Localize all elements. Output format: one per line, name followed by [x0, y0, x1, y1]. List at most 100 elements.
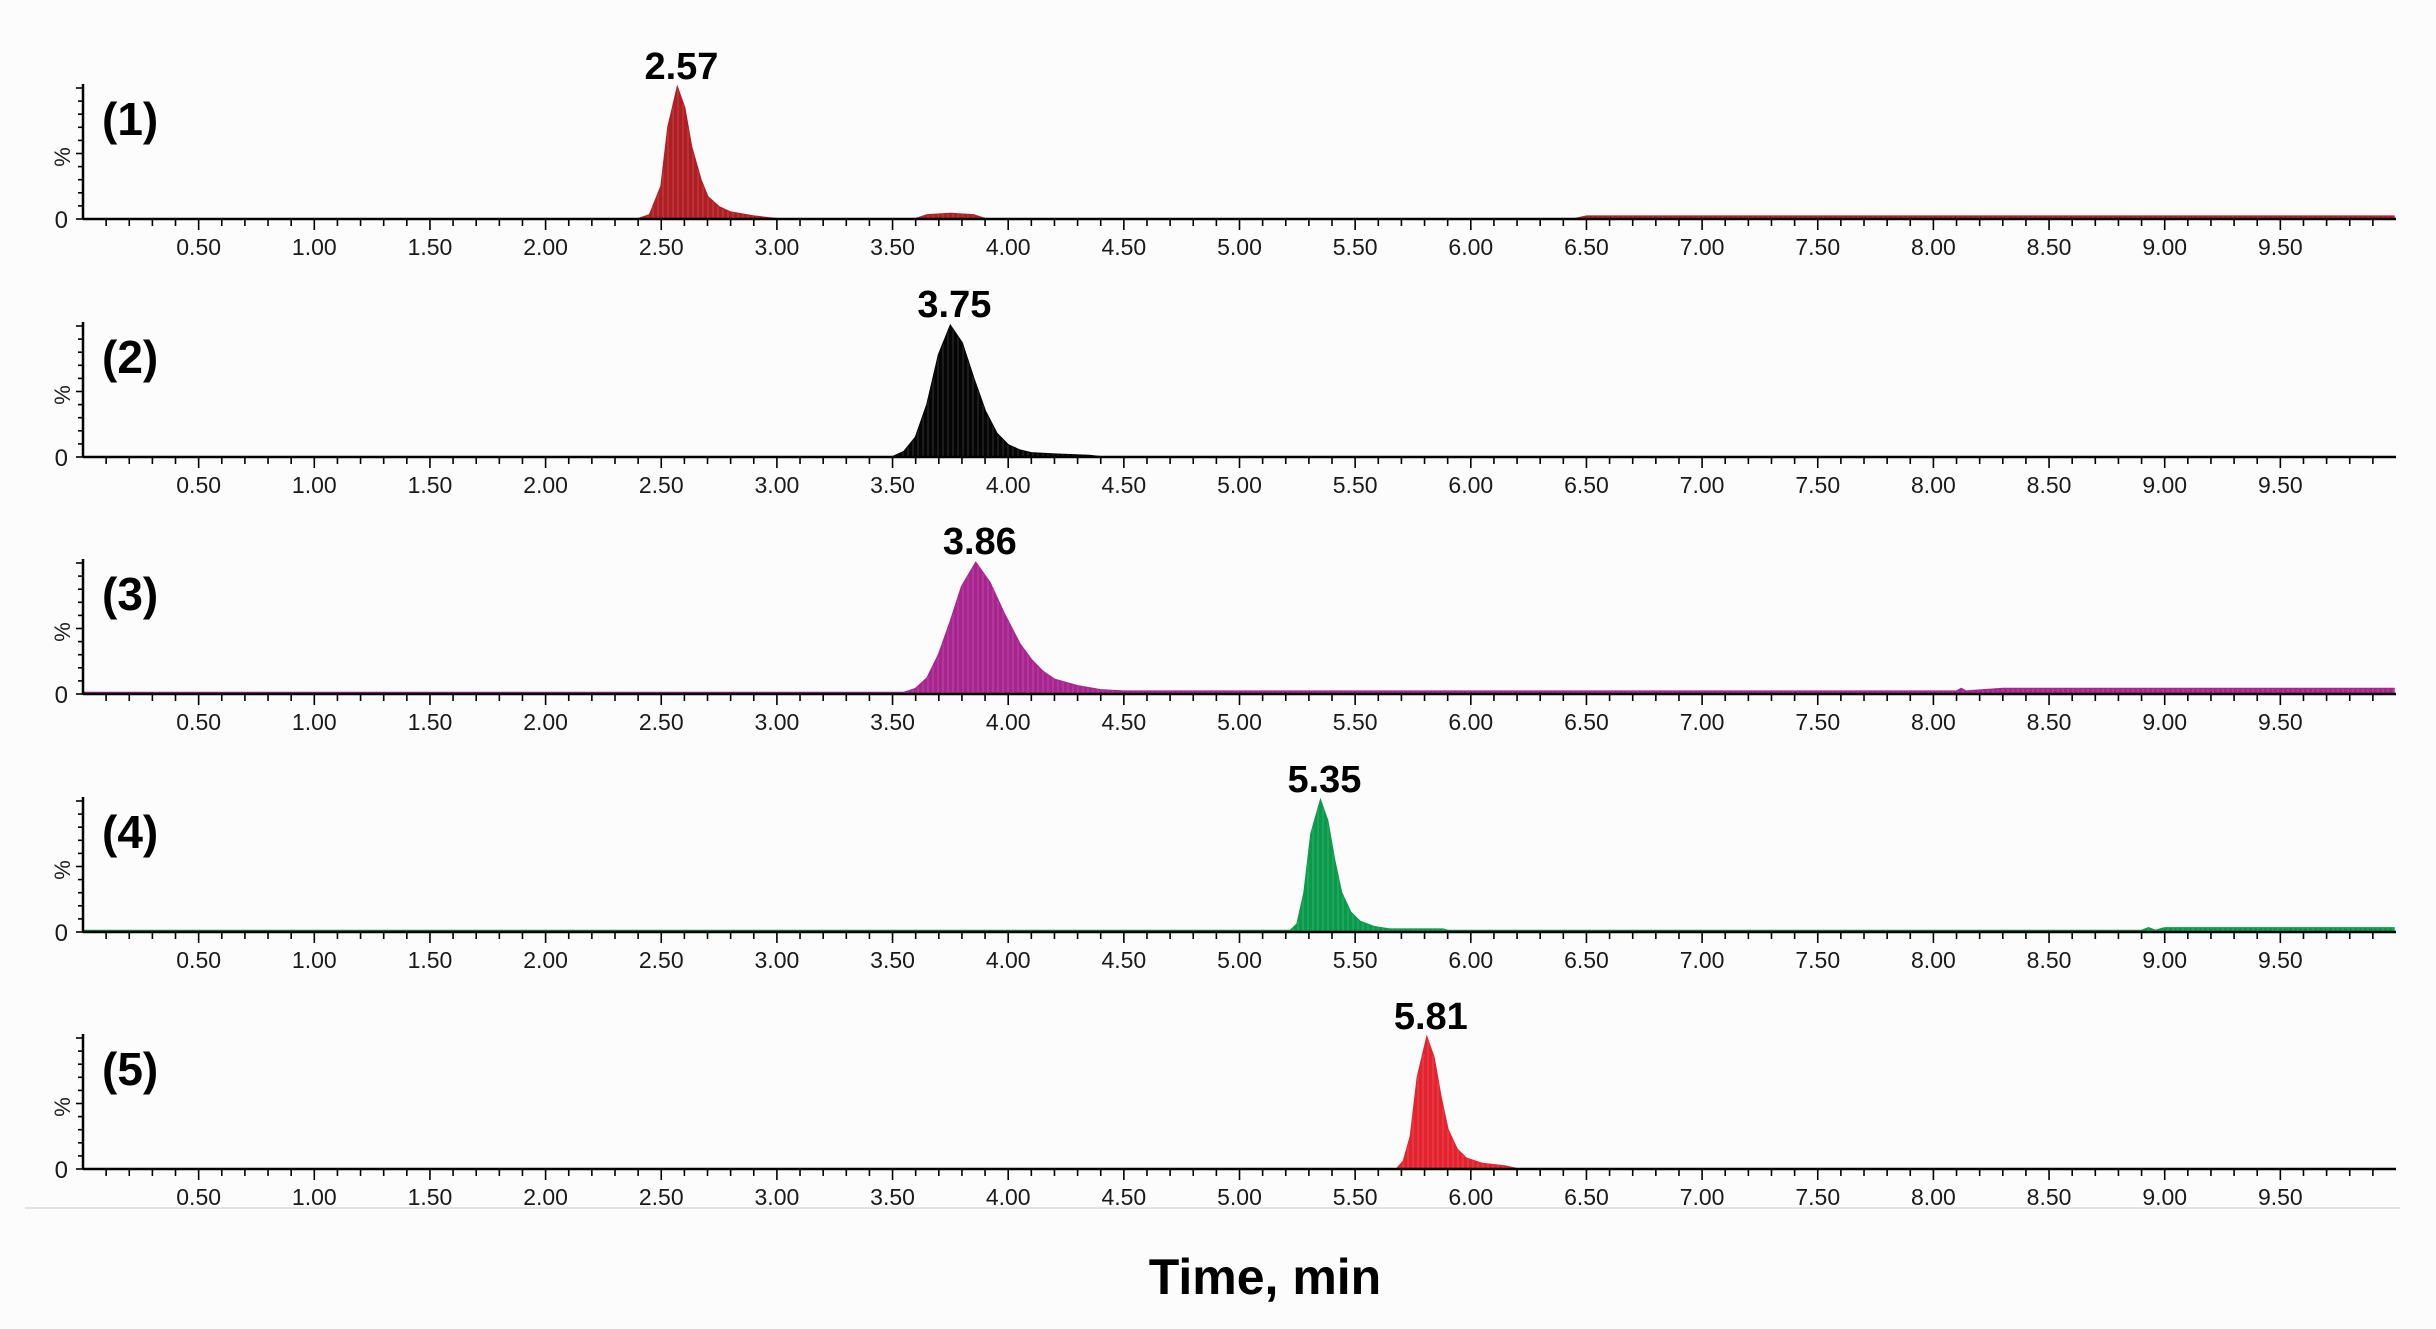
trace-texture-3	[83, 563, 2394, 694]
x-tick-label: 2.00	[523, 709, 568, 735]
x-tick-label: 6.00	[1448, 234, 1493, 260]
panel-4: 0.50 1.00 1.50 2.00 2.50 3.00 3.50 4.00 4.50 5.00…	[50, 759, 2396, 973]
x-tick-label: 1.50	[408, 947, 453, 973]
y-zero-label: 0	[55, 920, 68, 947]
x-tick-label: 9.00	[2142, 1184, 2187, 1210]
x-tick-label: 2.50	[639, 472, 684, 498]
trace-series-2	[83, 323, 2394, 458]
x-tick-label: 1.00	[292, 472, 337, 498]
x-tick-label: 7.50	[1795, 472, 1840, 498]
panel-3: 0.50 1.00 1.50 2.00 2.50 3.00 3.50 4.00 4.50 5.00…	[50, 521, 2396, 735]
x-tick-label: 7.00	[1680, 472, 1725, 498]
x-tick-label: 4.00	[986, 947, 1031, 973]
y-axis-percent-label: %	[50, 622, 75, 642]
x-axis-label: Time, min	[1148, 1249, 1382, 1305]
x-tick-label: 6.50	[1564, 1184, 1609, 1210]
trace-texture-5	[83, 1038, 2394, 1169]
x-tick-label: 0.50	[176, 1184, 221, 1210]
panel-label: (4)	[102, 806, 158, 858]
x-tick-label: 2.00	[523, 1184, 568, 1210]
peak-label: 3.86	[943, 521, 1017, 563]
x-tick-label: 6.50	[1564, 709, 1609, 735]
x-tick-label: 9.00	[2142, 234, 2187, 260]
x-tick-label: 3.50	[870, 1184, 915, 1210]
x-tick-label: 3.50	[870, 709, 915, 735]
x-tick-label: 4.00	[986, 472, 1031, 498]
x-tick-label: 4.50	[1101, 472, 1146, 498]
peak-label: 5.81	[1394, 996, 1468, 1038]
x-tick-label: 0.50	[176, 472, 221, 498]
x-tick-label: 1.50	[408, 1184, 453, 1210]
x-tick-label: 2.50	[639, 234, 684, 260]
x-tick-label: 5.50	[1333, 709, 1378, 735]
x-tick-label: 3.50	[870, 234, 915, 260]
x-tick-label: 5.00	[1217, 947, 1262, 973]
x-tick-label: 6.00	[1448, 947, 1493, 973]
x-tick-label: 2.50	[639, 1184, 684, 1210]
x-tick-label: 8.50	[2027, 709, 2072, 735]
x-tick-label: 5.00	[1217, 709, 1262, 735]
x-tick-label: 3.00	[755, 947, 800, 973]
x-tick-label: 3.50	[870, 472, 915, 498]
panel-label: (5)	[102, 1043, 158, 1095]
x-tick-label: 8.50	[2027, 1184, 2072, 1210]
panel-label: (1)	[102, 93, 158, 145]
x-tick-label: 6.50	[1564, 234, 1609, 260]
x-tick-label: 7.00	[1680, 947, 1725, 973]
y-axis-percent-label: %	[50, 147, 75, 167]
x-tick-label: 9.50	[2258, 709, 2303, 735]
peak-label: 3.75	[917, 284, 991, 326]
y-zero-label: 0	[55, 207, 68, 234]
x-tick-label: 3.00	[755, 709, 800, 735]
x-tick-label: 2.50	[639, 709, 684, 735]
x-tick-label: 7.50	[1795, 1184, 1840, 1210]
x-tick-label: 3.00	[755, 1184, 800, 1210]
x-tick-label: 3.50	[870, 947, 915, 973]
x-tick-label: 4.50	[1101, 234, 1146, 260]
x-tick-label: 7.00	[1680, 1184, 1725, 1210]
x-tick-label: 1.50	[408, 709, 453, 735]
x-tick-label: 7.50	[1795, 709, 1840, 735]
x-tick-label: 1.00	[292, 709, 337, 735]
x-tick-label: 2.50	[639, 947, 684, 973]
panel-5: 0.50 1.00 1.50 2.00 2.50 3.00 3.50 4.00 4.50 5.00…	[50, 996, 2396, 1210]
x-tick-label: 9.00	[2142, 947, 2187, 973]
y-axis-percent-label: %	[50, 1097, 75, 1117]
x-tick-label: 8.00	[1911, 709, 1956, 735]
x-tick-label: 9.50	[2258, 1184, 2303, 1210]
x-tick-label: 5.50	[1333, 1184, 1378, 1210]
x-tick-label: 2.00	[523, 947, 568, 973]
y-zero-label: 0	[55, 445, 68, 472]
x-tick-label: 5.00	[1217, 472, 1262, 498]
x-tick-label: 1.50	[408, 472, 453, 498]
panel-label: (3)	[102, 568, 158, 620]
x-tick-label: 1.50	[408, 234, 453, 260]
trace-series-1	[83, 84, 2395, 220]
x-tick-label: 5.50	[1333, 234, 1378, 260]
x-tick-label: 9.00	[2142, 709, 2187, 735]
y-zero-label: 0	[55, 682, 68, 709]
x-tick-label: 6.50	[1564, 947, 1609, 973]
x-tick-label: 4.50	[1101, 709, 1146, 735]
peak-label: 5.35	[1287, 759, 1361, 801]
x-tick-label: 4.50	[1101, 1184, 1146, 1210]
trace-series-4	[82, 797, 2395, 933]
x-tick-label: 8.50	[2027, 472, 2072, 498]
x-tick-label: 9.50	[2258, 947, 2303, 973]
x-tick-label: 4.00	[986, 234, 1031, 260]
x-tick-label: 6.50	[1564, 472, 1609, 498]
y-axis-percent-label: %	[50, 385, 75, 405]
x-tick-label: 0.50	[176, 709, 221, 735]
x-tick-label: 4.50	[1101, 947, 1146, 973]
x-tick-label: 4.00	[986, 1184, 1031, 1210]
trace-texture-2	[83, 326, 2394, 457]
trace-series-3	[82, 561, 2395, 695]
trace-texture-1	[83, 88, 2394, 219]
x-tick-label: 1.00	[292, 947, 337, 973]
panel-label: (2)	[102, 331, 158, 383]
x-tick-label: 6.00	[1448, 1184, 1493, 1210]
x-tick-label: 1.00	[292, 234, 337, 260]
x-tick-label: 8.00	[1911, 234, 1956, 260]
panel-2: 0.50 1.00 1.50 2.00 2.50 3.00 3.50 4.00 4.50 5.00…	[50, 284, 2396, 498]
